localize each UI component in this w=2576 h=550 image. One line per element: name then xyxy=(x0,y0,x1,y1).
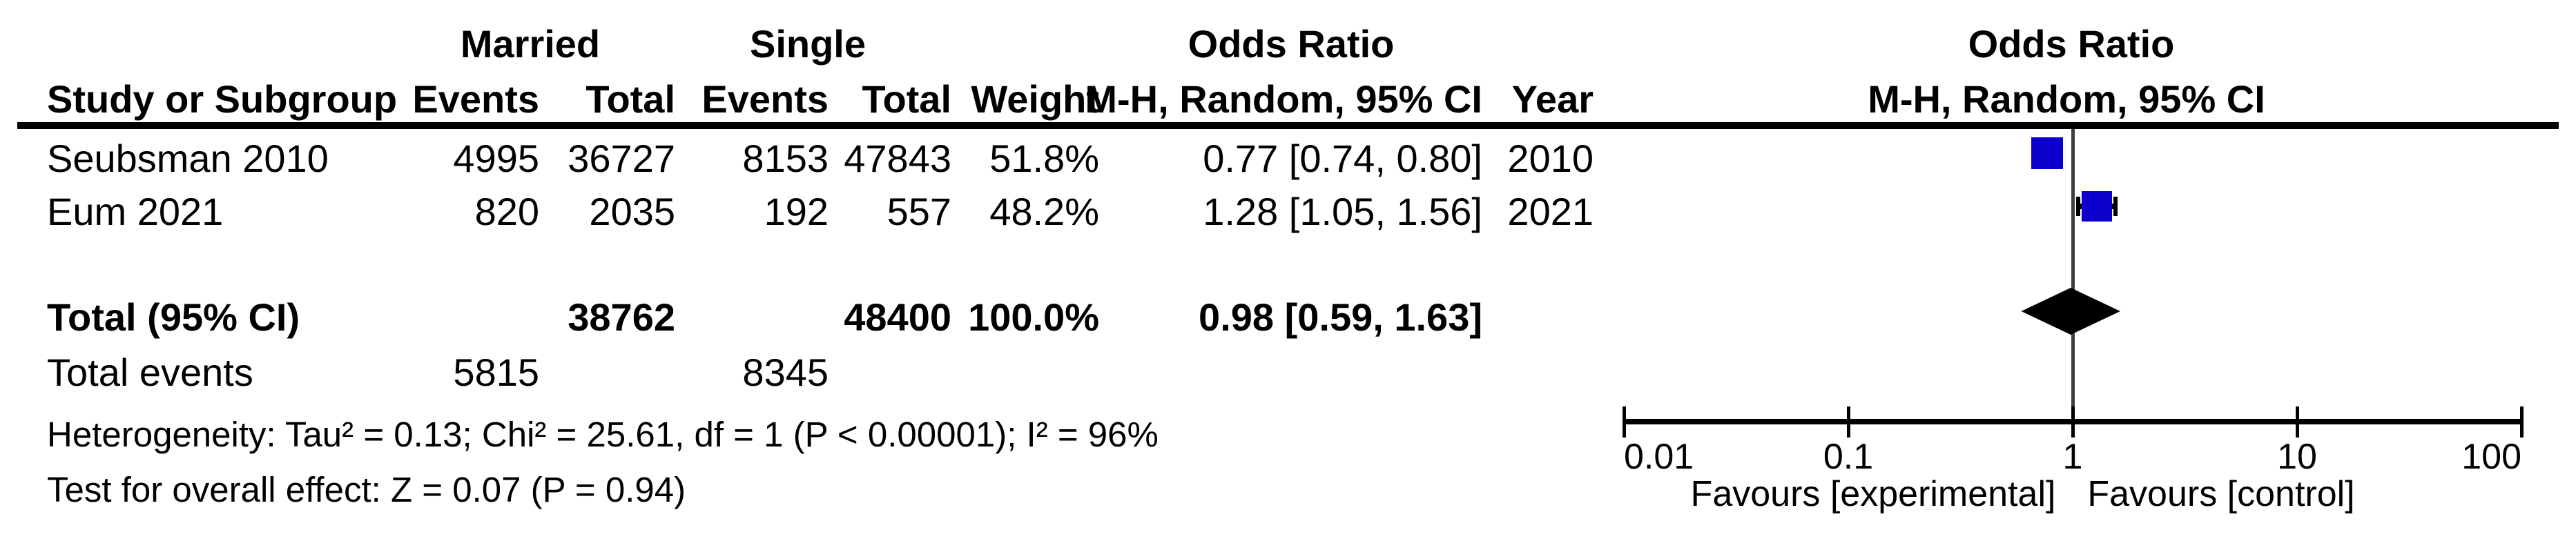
study-weight-square xyxy=(2031,137,2064,169)
favours-experimental-label: Favours [experimental] xyxy=(1690,474,2056,514)
total-row-label: Total (95% CI) xyxy=(47,295,300,339)
x-axis-tick xyxy=(1622,406,1626,438)
overall-effect-text: Test for overall effect: Z = 0.07 (P = 0… xyxy=(47,470,686,509)
x-axis-tick xyxy=(2071,406,2075,438)
single-total: 47843 xyxy=(844,137,951,180)
x-tick-label: 0.01 xyxy=(1624,437,1694,477)
total-events-single: 8345 xyxy=(742,351,829,394)
group-header-married: Married xyxy=(460,22,601,66)
col-header-married-events: Events xyxy=(412,77,539,121)
col-header-or-ci-plot: M-H, Random, 95% CI xyxy=(1868,77,2265,121)
single-events: 192 xyxy=(764,190,829,233)
or-ci-value: 0.77 [0.74, 0.80] xyxy=(1203,137,1482,180)
heterogeneity-text: Heterogeneity: Tau² = 0.13; Chi² = 25.61… xyxy=(47,415,1159,454)
weight-value: 48.2% xyxy=(989,190,1099,233)
year-value: 2021 xyxy=(1507,190,1594,233)
married-events: 4995 xyxy=(453,137,539,180)
total-row-single-total: 48400 xyxy=(844,295,951,339)
or-ci-value: 1.28 [1.05, 1.56] xyxy=(1203,190,1482,233)
married-total: 36727 xyxy=(568,137,675,180)
study-weight-square xyxy=(2081,191,2112,222)
col-header-single-total: Total xyxy=(862,77,951,121)
x-axis-tick xyxy=(2295,406,2299,438)
x-axis-tick xyxy=(1846,406,1850,438)
ci-cap-left xyxy=(2075,197,2080,216)
married-total: 2035 xyxy=(589,190,675,233)
col-header-year: Year xyxy=(1511,77,1594,121)
weight-value: 51.8% xyxy=(989,137,1099,180)
col-header-or-ci: M-H, Random, 95% CI xyxy=(1085,77,1482,121)
study-name: Seubsman 2010 xyxy=(47,137,329,180)
year-value: 2010 xyxy=(1507,137,1594,180)
favours-control-label: Favours [control] xyxy=(2087,474,2355,514)
col-header-weight: Weight xyxy=(971,77,1099,121)
null-effect-line xyxy=(2071,129,2075,438)
single-total: 557 xyxy=(887,190,951,233)
total-events-label: Total events xyxy=(47,351,253,394)
group-header-single: Single xyxy=(749,22,866,66)
ci-cap-right xyxy=(2113,197,2118,216)
header-separator-line xyxy=(17,122,2559,129)
study-name: Eum 2021 xyxy=(47,190,224,233)
x-tick-label: 1 xyxy=(2062,437,2083,477)
single-events: 8153 xyxy=(742,137,829,180)
x-tick-label: 100 xyxy=(2461,437,2521,477)
total-events-married: 5815 xyxy=(453,351,539,394)
x-axis-tick xyxy=(2519,406,2524,438)
col-header-single-events: Events xyxy=(701,77,829,121)
total-row-or-ci: 0.98 [0.59, 1.63] xyxy=(1199,295,1482,339)
group-header-odds-ratio-left: Odds Ratio xyxy=(1188,22,1395,66)
col-header-married-total: Total xyxy=(585,77,675,121)
col-header-study-or-subgroup: Study or Subgroup xyxy=(47,77,398,121)
total-row-married-total: 38762 xyxy=(568,295,675,339)
x-tick-label: 10 xyxy=(2277,437,2317,477)
total-row-weight: 100.0% xyxy=(968,295,1099,339)
married-events: 820 xyxy=(474,190,539,233)
x-tick-label: 0.1 xyxy=(1823,437,1874,477)
group-header-odds-ratio-right: Odds Ratio xyxy=(1968,22,2175,66)
